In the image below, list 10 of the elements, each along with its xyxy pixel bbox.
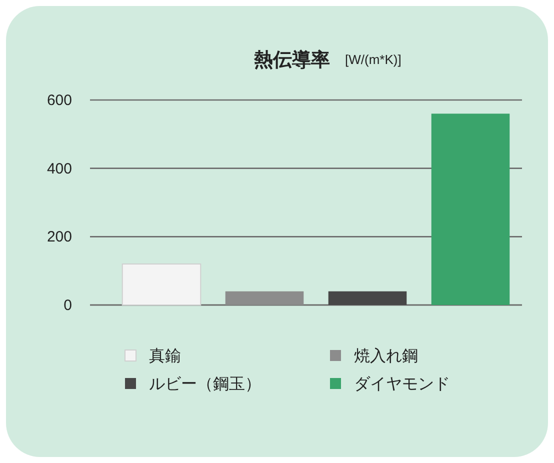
chart-subtitle: [W/(m*K)] bbox=[345, 52, 402, 67]
y-tick-label: 400 bbox=[46, 160, 72, 178]
legend-label: ダイヤモンド bbox=[354, 376, 450, 393]
y-tick-label: 0 bbox=[64, 297, 72, 314]
legend-label: ルビー（鋼玉） bbox=[149, 376, 261, 393]
chart-title: 熱伝導率 bbox=[253, 49, 330, 71]
legend-label: 焼入れ鋼 bbox=[354, 347, 418, 365]
legend-label: 真鍮 bbox=[149, 347, 181, 365]
y-tick-label: 200 bbox=[46, 228, 72, 246]
y-tick-label: 600 bbox=[46, 92, 72, 109]
